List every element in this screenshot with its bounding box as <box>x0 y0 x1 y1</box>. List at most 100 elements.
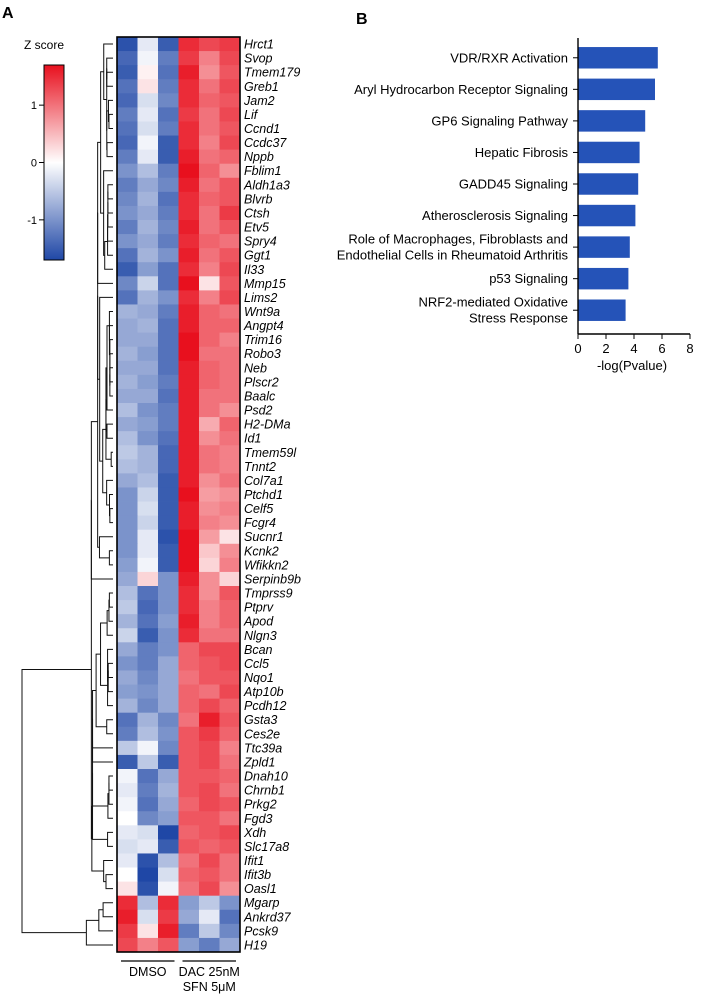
dendrogram-branch <box>106 71 113 87</box>
dendrogram-branch <box>92 740 108 807</box>
heatmap-cell <box>219 459 241 474</box>
heatmap-cell <box>137 923 159 939</box>
heatmap-cell <box>219 360 241 376</box>
heatmap-cell <box>199 431 220 446</box>
heatmap-cell <box>117 543 138 559</box>
heatmap-cell <box>199 234 220 249</box>
pathway-label: VDR/RXR Activation <box>450 50 568 65</box>
heatmap-cell <box>178 628 200 643</box>
gene-label: Prkg2 <box>244 798 277 812</box>
heatmap-cell <box>178 403 200 418</box>
heatmap-cell <box>137 557 159 573</box>
heatmap-cell <box>117 262 138 277</box>
heatmap-cell <box>199 923 220 939</box>
gene-label: Ccl5 <box>244 657 269 671</box>
heatmap-cell <box>199 811 220 826</box>
heatmap-cell <box>117 431 138 446</box>
heatmap-cell <box>158 205 179 221</box>
dendrogram-branch <box>108 325 113 356</box>
dendrogram-branch <box>108 782 113 805</box>
heatmap-cell <box>158 37 179 52</box>
group-label-line2: SFN 5μM <box>183 980 236 994</box>
heatmap-cell <box>117 417 138 432</box>
panel-a-label: A <box>2 5 14 22</box>
heatmap-cell <box>117 276 138 291</box>
heatmap-cell <box>158 867 179 883</box>
heatmap-cell <box>219 656 241 671</box>
heatmap-cell <box>137 205 159 221</box>
heatmap-cell <box>117 459 138 474</box>
heatmap-cell <box>137 726 159 742</box>
gene-label: Sucnr1 <box>244 530 284 544</box>
heatmap-cell <box>117 839 138 854</box>
heatmap-cell <box>158 839 179 854</box>
heatmap-cell <box>219 740 241 756</box>
heatmap-cell <box>219 473 241 488</box>
heatmap-cell <box>158 571 179 587</box>
heatmap-cell <box>178 121 200 136</box>
dendrogram-branch <box>106 325 113 411</box>
heatmap-cell <box>158 290 179 305</box>
heatmap-cell <box>219 234 241 249</box>
heatmap-cell <box>137 867 159 883</box>
heatmap-cell <box>137 220 159 235</box>
pathway-bar-chart: VDR/RXR Activation Aryl Hydrocarbon Recep… <box>337 38 694 373</box>
gene-label: Lims2 <box>244 291 277 305</box>
heatmap-cell <box>178 839 200 854</box>
heatmap-cell <box>178 937 200 953</box>
heatmap-cell <box>137 614 159 629</box>
heatmap-cell <box>158 318 179 334</box>
heatmap-cell <box>219 698 241 714</box>
heatmap-cell <box>117 740 138 756</box>
gene-label: Serpinb9b <box>244 572 301 586</box>
dendrogram-branch <box>108 113 113 129</box>
heatmap-cell <box>117 853 138 868</box>
heatmap-cell <box>137 740 159 756</box>
heatmap-cell <box>137 501 159 517</box>
heatmap-cell <box>199 881 220 897</box>
heatmap-cell <box>137 79 159 94</box>
heatmap-cell <box>137 754 159 770</box>
heatmap-cell <box>199 445 220 460</box>
heatmap-cell <box>219 600 241 615</box>
heatmap-cell <box>158 177 179 193</box>
heatmap-cell <box>137 811 159 826</box>
dendrogram-branch <box>98 909 113 932</box>
heatmap-cell <box>219 107 241 122</box>
heatmap-cell <box>158 515 179 531</box>
heatmap-cell <box>117 304 138 319</box>
heatmap-cell <box>137 769 159 784</box>
heatmap-cell <box>219 79 241 94</box>
gene-label: Chrnb1 <box>244 784 285 798</box>
heatmap-cell <box>199 304 220 319</box>
heatmap-cell <box>158 459 179 474</box>
heatmap-cell <box>219 403 241 418</box>
heatmap-cell <box>158 600 179 615</box>
heatmap-cell <box>178 37 200 52</box>
gene-label: Tnnt2 <box>244 460 276 474</box>
heatmap-cell <box>137 346 159 362</box>
heatmap-cell <box>117 388 138 404</box>
gene-label: Svop <box>244 52 273 66</box>
heatmap-cell <box>178 473 200 488</box>
gene-label: Id1 <box>244 432 261 446</box>
heatmap-cell <box>117 769 138 784</box>
heatmap-cell <box>117 79 138 94</box>
heatmap-cell <box>178 557 200 573</box>
heatmap-cell <box>178 656 200 671</box>
heatmap-cell <box>117 318 138 334</box>
heatmap-cell <box>117 881 138 897</box>
dendrogram-branch <box>107 831 113 847</box>
colorbar: 1 0 -1 <box>27 64 65 261</box>
heatmap-cell <box>137 65 159 80</box>
pathway-bar <box>578 110 646 132</box>
pathway-label: Stress Response <box>469 311 568 326</box>
heatmap-cell <box>178 388 200 404</box>
dendrogram-branch <box>106 142 113 158</box>
heatmap-cell <box>158 740 179 756</box>
heatmap-cell <box>219 276 241 291</box>
gene-label: Trim16 <box>244 333 282 347</box>
heatmap-cell <box>158 445 179 460</box>
heatmap-cell <box>137 403 159 418</box>
